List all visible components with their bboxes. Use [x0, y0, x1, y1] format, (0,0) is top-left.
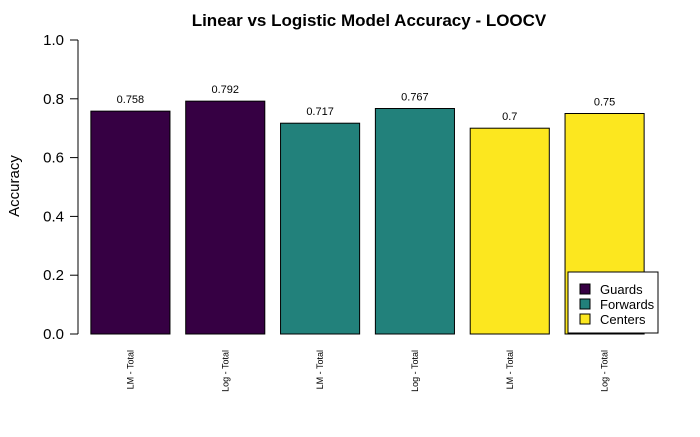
x-tick-label: Log - Total — [600, 350, 610, 392]
y-axis-label: Accuracy — [6, 155, 23, 217]
value-labels: 0.758 0.792 0.717 0.767 0.7 0.75 — [117, 84, 616, 123]
y-tick-label: 0.6 — [43, 150, 64, 167]
y-tick-label: 0.8 — [43, 91, 64, 108]
y-tick-label: 0.2 — [43, 267, 64, 284]
x-tick-label: Log - Total — [220, 350, 230, 392]
legend-entry: Guards — [600, 282, 643, 297]
y-tick-label: 0.4 — [43, 208, 64, 225]
x-tick-label: LM - Total — [315, 350, 325, 389]
legend-swatch — [579, 313, 591, 325]
data-label: 0.758 — [117, 94, 145, 106]
legend-entry: Centers — [600, 312, 646, 327]
x-tick-label: LM - Total — [125, 350, 135, 389]
x-tick-label: Log - Total — [410, 350, 420, 392]
x-tick-label: LM - Total — [505, 350, 515, 389]
legend-swatch — [579, 283, 591, 295]
bar — [374, 108, 455, 335]
data-label: 0.767 — [401, 92, 429, 104]
bar — [280, 122, 361, 335]
bar — [469, 127, 550, 335]
data-label: 0.7 — [502, 111, 517, 123]
bars — [90, 100, 645, 335]
legend-entry: Forwards — [600, 297, 655, 312]
data-label: 0.75 — [594, 97, 615, 109]
legend-swatch — [579, 298, 591, 310]
x-axis-tick-labels: LM - Total Log - Total LM - Total Log - Tot… — [125, 350, 609, 392]
bar — [185, 100, 266, 335]
y-tick-label: 0.0 — [43, 326, 64, 343]
bar — [90, 110, 171, 335]
y-tick-label: 1.0 — [43, 32, 64, 49]
data-label: 0.717 — [306, 106, 334, 118]
y-axis-ticks: 0.0 0.2 0.4 0.6 0.8 1.0 — [43, 32, 78, 343]
data-label: 0.792 — [211, 84, 239, 96]
chart-title: Linear vs Logistic Model Accuracy - LOOC… — [192, 11, 547, 30]
